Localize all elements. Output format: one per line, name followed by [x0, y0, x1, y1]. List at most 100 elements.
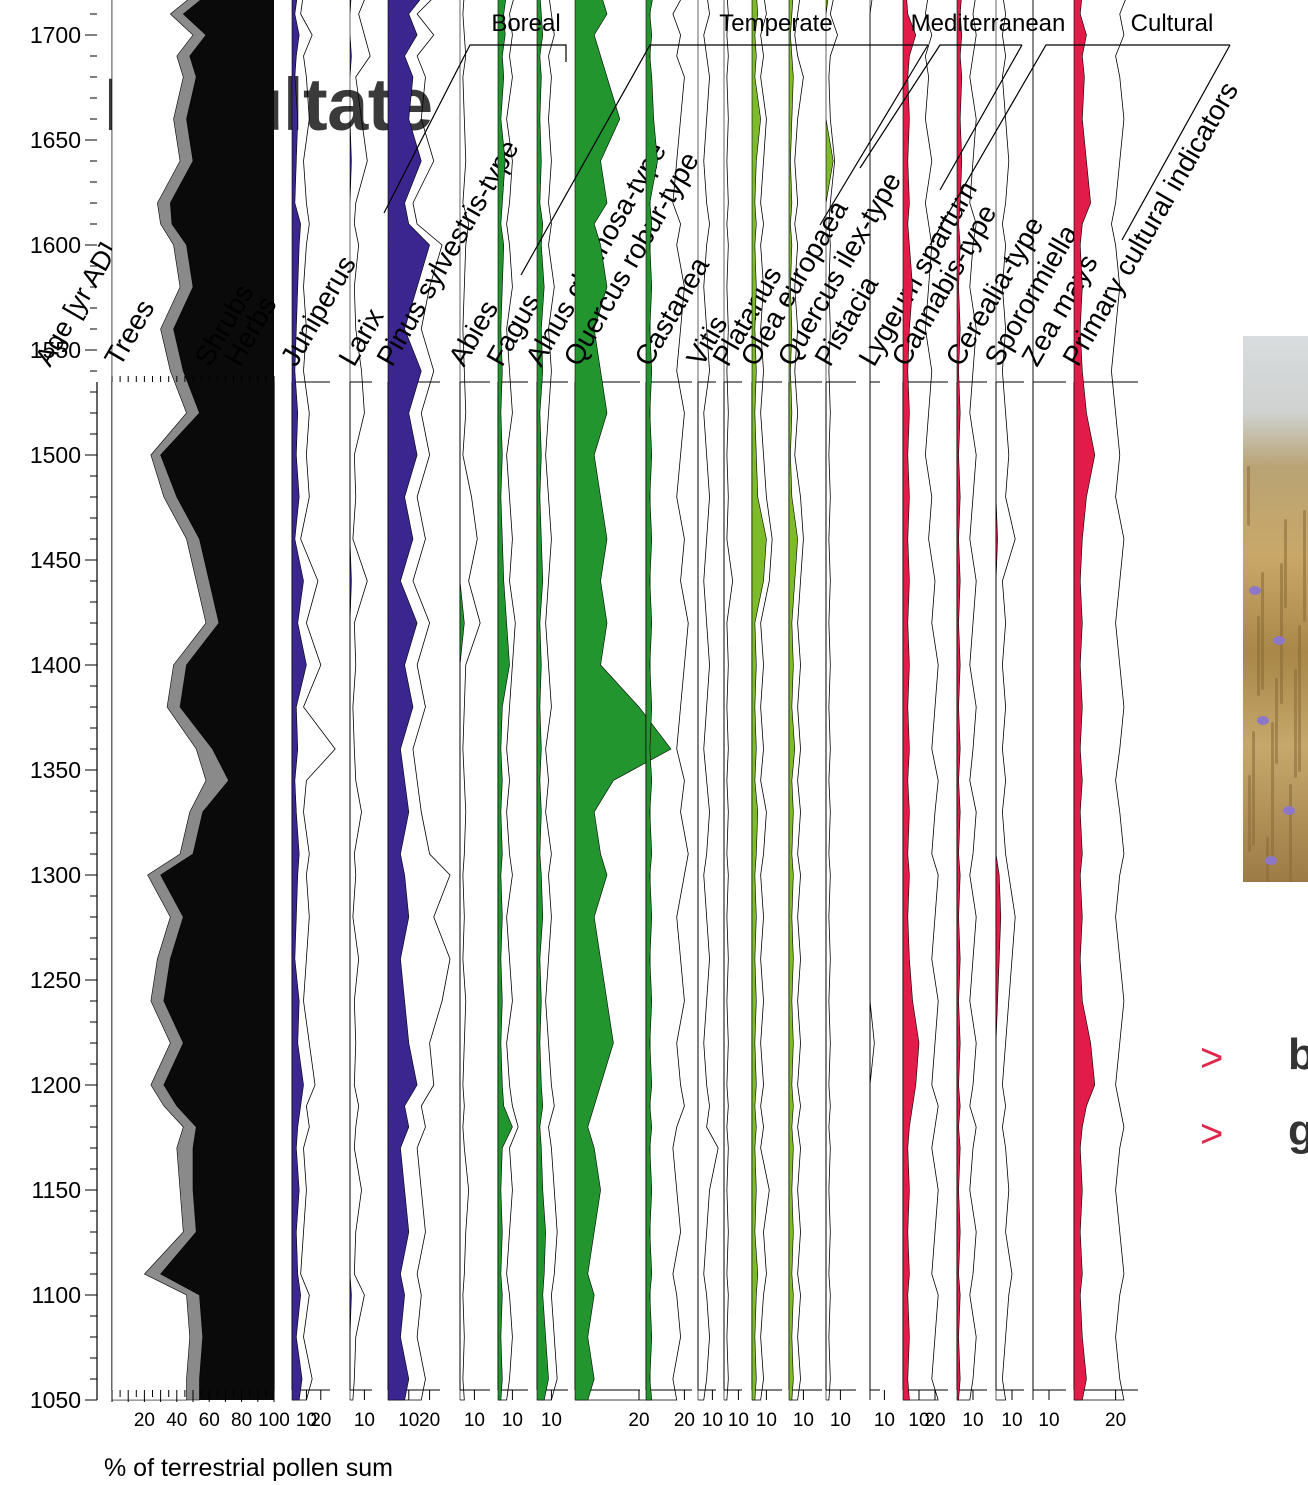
- wheat-stalk: [1247, 466, 1250, 526]
- group-bracket-2: [819, 44, 929, 226]
- group-bracket-0: [383, 44, 567, 214]
- summary-x-tick-label: 80: [231, 1410, 252, 1431]
- series-area: [349, 0, 352, 1400]
- wheat-stalk: [1248, 775, 1251, 852]
- panel-x-tick-label: 10: [874, 1410, 895, 1431]
- y-tick-label: 1100: [32, 1282, 81, 1308]
- series-outline: [826, 0, 838, 1401]
- series-outline: [752, 0, 773, 1401]
- group-label-boreal: Boreal: [491, 10, 560, 37]
- y-tick-label: 1200: [30, 1072, 81, 1098]
- y-tick-label: 1300: [30, 862, 81, 888]
- panel-x-tick-label: 20: [310, 1410, 331, 1431]
- panel-x-tick-label: 10: [354, 1410, 375, 1431]
- series-outline: [903, 0, 939, 1401]
- trees-area: [111, 0, 207, 1401]
- cornflower: [1283, 806, 1295, 815]
- wheat-stalk: [1280, 563, 1283, 704]
- panel-x-tick-label: 20: [628, 1410, 649, 1431]
- series-area: [995, 0, 1002, 1400]
- y-tick-label: 1600: [30, 232, 81, 258]
- panel-x-tick-label: 10: [908, 1410, 929, 1431]
- panel-x-tick-label: 10: [502, 1410, 523, 1431]
- summary-x-tick-label: 60: [199, 1410, 220, 1431]
- series-outline: [698, 0, 719, 1401]
- wheat-field-photo: [1243, 336, 1308, 882]
- series-outline: [724, 0, 734, 1401]
- panel-x-tick-label: 10: [793, 1410, 814, 1431]
- series-outline: [537, 0, 558, 1401]
- wheat-stalk: [1303, 510, 1306, 622]
- panel-x-tick-label: 20: [419, 1410, 440, 1431]
- series-area: [645, 0, 658, 1401]
- panel-x-tick-label: 10: [702, 1410, 723, 1431]
- panel-x-tick-label: 20: [1105, 1410, 1126, 1431]
- y-tick-label: 1050: [30, 1387, 81, 1413]
- wheat-stalk: [1298, 625, 1301, 772]
- summary-x-tick-label: 100: [258, 1410, 290, 1431]
- bullet-marker-2: >: [1200, 1112, 1224, 1156]
- series-area: [459, 0, 465, 1400]
- panel-x-tick-label: 20: [924, 1410, 945, 1431]
- series-outline: [957, 0, 977, 1401]
- series-area: [497, 0, 513, 1401]
- series-outline: [1074, 0, 1126, 1401]
- panel-x-tick-label: 10: [728, 1410, 749, 1431]
- series-area: [1073, 0, 1096, 1401]
- y-tick-label: 1650: [30, 127, 81, 153]
- group-label-cultural: Cultural: [1131, 10, 1214, 37]
- series-outline: [1032, 0, 1034, 1400]
- panel-primary-cultural-indicators: 20 Primary cultural indicators: [1056, 0, 1240, 1431]
- series-outline: [789, 0, 804, 1401]
- series-outline: [498, 0, 519, 1401]
- series-outline: [996, 0, 1016, 1401]
- cornflower: [1249, 586, 1261, 595]
- wheat-stalk: [1284, 519, 1287, 608]
- panel-x-tick-label: 10: [464, 1410, 485, 1431]
- panel-x-tick-label: 20: [674, 1410, 695, 1431]
- group-bracket-3: [859, 44, 1022, 169]
- wheat-stalk: [1261, 572, 1264, 690]
- series-area: [574, 0, 672, 1401]
- cornflower: [1265, 856, 1277, 865]
- panel-x-tick-label: 10: [830, 1410, 851, 1431]
- panel-x-tick-label: 10: [398, 1410, 419, 1431]
- y-tick-label: 1450: [30, 547, 81, 573]
- bullet-marker-1: >: [1200, 1036, 1224, 1080]
- y-tick-label: 1500: [30, 442, 81, 468]
- group-label-mediterranean: Mediterranean: [911, 10, 1066, 37]
- x-axis-title: % of terrestrial pollen sum: [104, 1454, 393, 1482]
- series-area: [956, 0, 963, 1401]
- panel-x-tick-label: 10: [296, 1410, 317, 1431]
- series-outline: [460, 0, 481, 1401]
- series-outline: [292, 0, 336, 1401]
- series-area: [825, 0, 834, 1400]
- series-outline: [350, 0, 371, 1401]
- y-tick-label: 1400: [30, 652, 81, 678]
- panel-x-tick-label: 10: [962, 1410, 983, 1431]
- series-area: [751, 0, 767, 1401]
- cornflower: [1273, 636, 1285, 645]
- summary-x-tick-label: 40: [166, 1410, 187, 1431]
- pollen-diagram: 2000195019001850180017501700165016001550…: [29, 0, 1240, 1482]
- wheat-stalk: [1257, 616, 1260, 696]
- bullet-text-1: b: [1288, 1030, 1308, 1079]
- y-tick-label: 1550: [30, 337, 81, 363]
- cornflower: [1257, 716, 1269, 725]
- panel-x-tick-label: 10: [541, 1410, 562, 1431]
- wheat-stalk: [1252, 731, 1255, 846]
- series-area: [536, 0, 549, 1401]
- panel-x-tick-label: 10: [1001, 1410, 1022, 1431]
- group-bracket-1: [520, 44, 928, 276]
- wheat-stalk: [1271, 722, 1274, 860]
- series-area: [788, 0, 798, 1401]
- y-tick-label: 1350: [30, 757, 81, 783]
- panel-x-tick-label: 10: [756, 1410, 777, 1431]
